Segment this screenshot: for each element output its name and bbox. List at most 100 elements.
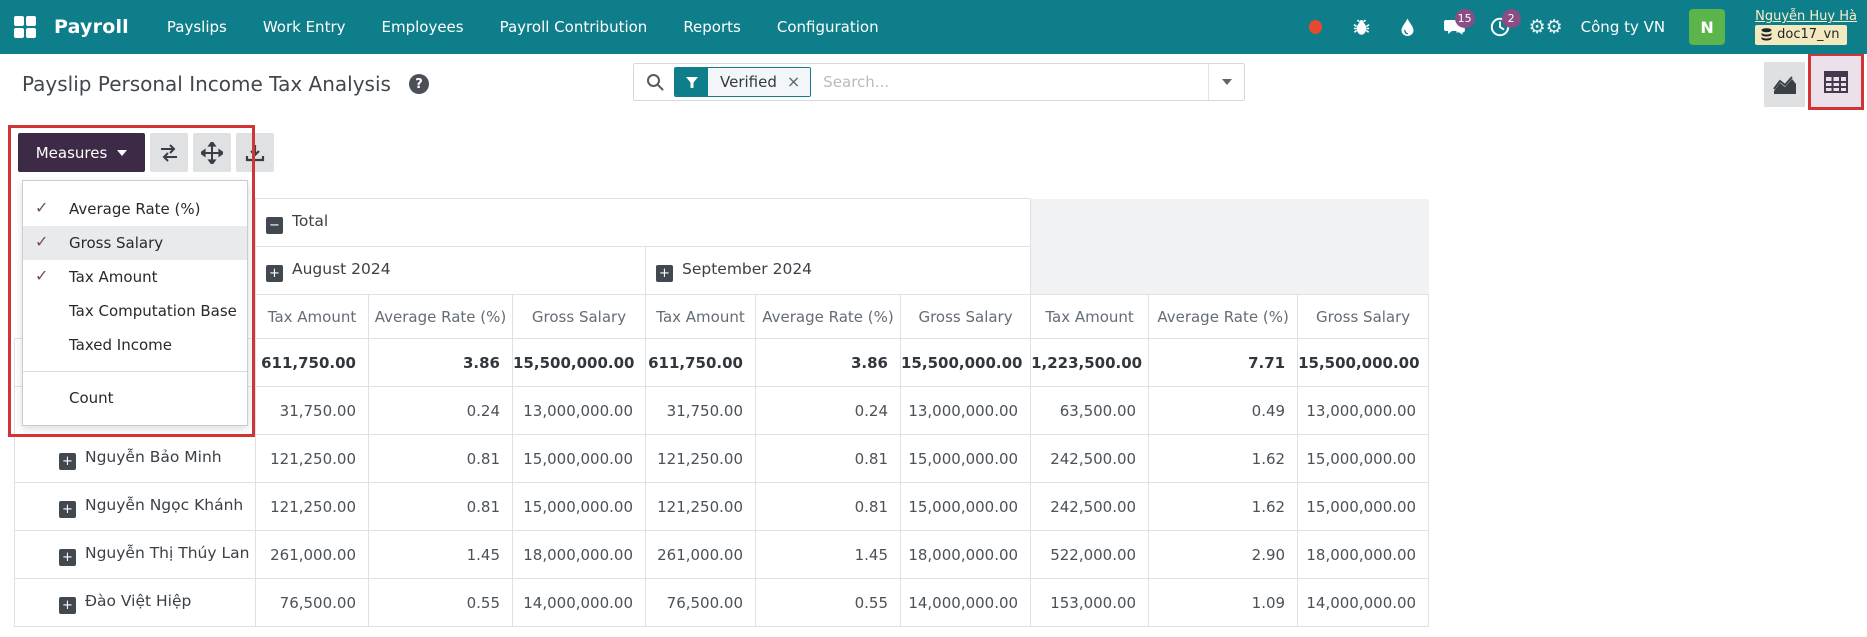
help-icon[interactable]: ? xyxy=(409,74,429,94)
measure-column-header[interactable]: Average Rate (%) xyxy=(755,294,901,339)
download-button[interactable] xyxy=(236,133,274,172)
measure-item-tax-computation-base[interactable]: Tax Computation Base xyxy=(23,294,247,328)
table-row: + Nguyễn Bảo Minh 121,250.00 0.81 15,000,000… xyxy=(14,434,1430,483)
messages-icon[interactable]: 15 xyxy=(1443,9,1475,38)
pivot-cell: 15,000,000.00 xyxy=(1297,482,1430,531)
expand-icon: + xyxy=(656,264,673,282)
measure-item-taxed-income[interactable]: Taxed Income xyxy=(23,328,247,362)
september-header-label: September 2024 xyxy=(682,259,813,278)
row-header-label: Nguyễn Bảo Minh xyxy=(85,447,222,466)
expand-icon: + xyxy=(266,264,283,282)
column-header-total[interactable]: − Total xyxy=(254,198,1032,247)
menu-work-entry[interactable]: Work Entry xyxy=(262,18,346,36)
pivot-cell: 18,000,000.00 xyxy=(512,530,646,579)
apps-grid-icon[interactable] xyxy=(14,16,36,38)
facet-close-icon[interactable]: × xyxy=(786,72,801,91)
expand-icon: + xyxy=(59,452,76,470)
row-header[interactable]: + Đào Việt Hiệp xyxy=(14,578,256,627)
row-header[interactable]: + Nguyễn Thị Thúy Lan xyxy=(14,530,256,579)
measure-item-tax-amount[interactable]: ✓ Tax Amount xyxy=(23,260,247,294)
menu-payslips[interactable]: Payslips xyxy=(166,18,227,36)
table-row: 31,750.00 0.24 13,000,000.00 31,750.00 0.24 1… xyxy=(14,386,1430,435)
pivot-cell: 13,000,000.00 xyxy=(899,386,1032,435)
search-facet-verified: Verified × xyxy=(674,67,812,97)
measure-item-gross-salary[interactable]: ✓ Gross Salary xyxy=(23,226,247,260)
measure-column-header[interactable]: Average Rate (%) xyxy=(368,294,513,339)
expand-all-button[interactable] xyxy=(193,133,231,172)
database-icon xyxy=(1761,28,1772,41)
pivot-cell: 15,500,000.00 xyxy=(512,338,646,387)
pivot-cell: 13,000,000.00 xyxy=(512,386,646,435)
pivot-cell: 15,000,000.00 xyxy=(512,434,646,483)
measure-column-header[interactable]: Tax Amount xyxy=(255,294,369,339)
pivot-cell: 14,000,000.00 xyxy=(899,578,1032,627)
filter-funnel-icon xyxy=(675,68,708,96)
flip-axis-icon xyxy=(161,143,177,162)
pivot-cell: 1.09 xyxy=(1148,578,1299,627)
row-header[interactable]: + Nguyễn Ngọc Khánh xyxy=(14,482,256,531)
pivot-cell: 611,750.00 xyxy=(645,338,756,387)
measure-column-header[interactable]: Tax Amount xyxy=(645,294,756,339)
pivot-view-button[interactable] xyxy=(1811,56,1861,107)
messages-badge: 15 xyxy=(1454,9,1475,28)
company-switcher[interactable]: Công ty VN xyxy=(1580,18,1666,36)
table-row: + Đào Việt Hiệp 76,500.00 0.55 14,000,000.00… xyxy=(14,578,1430,627)
check-icon: ✓ xyxy=(35,266,49,285)
measure-column-header[interactable]: Average Rate (%) xyxy=(1148,294,1299,339)
search-input[interactable] xyxy=(823,73,1208,91)
menu-configuration[interactable]: Configuration xyxy=(776,18,879,36)
menu-employees[interactable]: Employees xyxy=(381,18,464,36)
pivot-cell: 63,500.00 xyxy=(1030,386,1150,435)
measure-column-header[interactable]: Tax Amount xyxy=(1030,294,1150,339)
bug-icon[interactable] xyxy=(1351,16,1373,38)
row-header[interactable]: + Nguyễn Bảo Minh xyxy=(14,434,256,483)
activity-clock-icon[interactable]: 2 xyxy=(1489,9,1521,38)
pivot-cell: 121,250.00 xyxy=(255,434,369,483)
pivot-cell: 0.24 xyxy=(368,386,513,435)
search-dropdown-toggle[interactable] xyxy=(1208,64,1244,100)
droplet-icon[interactable] xyxy=(1397,16,1419,38)
search-icon xyxy=(647,74,664,91)
pivot-cell: 261,000.00 xyxy=(255,530,369,579)
flip-axis-button[interactable] xyxy=(150,133,188,172)
pivot-empty-header xyxy=(1030,246,1429,295)
measure-column-header[interactable]: Gross Salary xyxy=(1297,294,1430,339)
record-dot-icon[interactable] xyxy=(1305,16,1327,38)
expand-all-icon xyxy=(201,141,223,164)
pivot-cell: 153,000.00 xyxy=(1030,578,1150,627)
top-navbar: Payroll Payslips Work Entry Employees Pa… xyxy=(0,0,1867,54)
pivot-cell: 121,250.00 xyxy=(645,482,756,531)
pivot-cell: 1.62 xyxy=(1148,482,1299,531)
column-header-august-2024[interactable]: + August 2024 xyxy=(255,246,646,295)
measure-column-header[interactable]: Gross Salary xyxy=(512,294,646,339)
measure-item-average-rate[interactable]: ✓ Average Rate (%) xyxy=(23,192,247,226)
avatar[interactable]: N xyxy=(1689,9,1726,45)
app-name[interactable]: Payroll xyxy=(54,16,129,38)
measure-item-count[interactable]: Count xyxy=(23,381,247,415)
column-header-september-2024[interactable]: + September 2024 xyxy=(644,246,1032,295)
pivot-cell: 14,000,000.00 xyxy=(1297,578,1430,627)
user-name[interactable]: Nguyễn Huy Hà xyxy=(1755,9,1857,24)
measures-button[interactable]: Measures xyxy=(18,133,145,172)
pivot-cell: 0.49 xyxy=(1148,386,1299,435)
pivot-cell: 1,223,500.00 xyxy=(1030,338,1150,387)
table-row: + Nguyễn Thị Thúy Lan 261,000.00 1.45 18,000… xyxy=(14,530,1430,579)
pivot-cell: 0.81 xyxy=(368,434,513,483)
graph-view-button[interactable] xyxy=(1764,62,1805,107)
area-chart-icon xyxy=(1772,75,1796,94)
chevron-down-icon xyxy=(117,149,128,156)
pivot-cell: 0.24 xyxy=(755,386,901,435)
expand-icon: + xyxy=(59,500,76,518)
navbar-right: 15 2 ⚙⚙ Công ty VN N Nguyễn Huy Hà doc17… xyxy=(1305,9,1857,45)
pivot-cell: 261,000.00 xyxy=(645,530,756,579)
pivot-empty-header xyxy=(1030,198,1429,247)
pivot-cell: 7.71 xyxy=(1148,338,1299,387)
menu-reports[interactable]: Reports xyxy=(683,18,741,36)
menu-payroll-contribution[interactable]: Payroll Contribution xyxy=(499,18,648,36)
pivot-cell: 18,000,000.00 xyxy=(1297,530,1430,579)
measure-column-header[interactable]: Gross Salary xyxy=(899,294,1032,339)
pivot-cell: 0.81 xyxy=(755,482,901,531)
pivot-cell: 2.90 xyxy=(1148,530,1299,579)
settings-gears-icon[interactable]: ⚙⚙ xyxy=(1528,16,1563,38)
